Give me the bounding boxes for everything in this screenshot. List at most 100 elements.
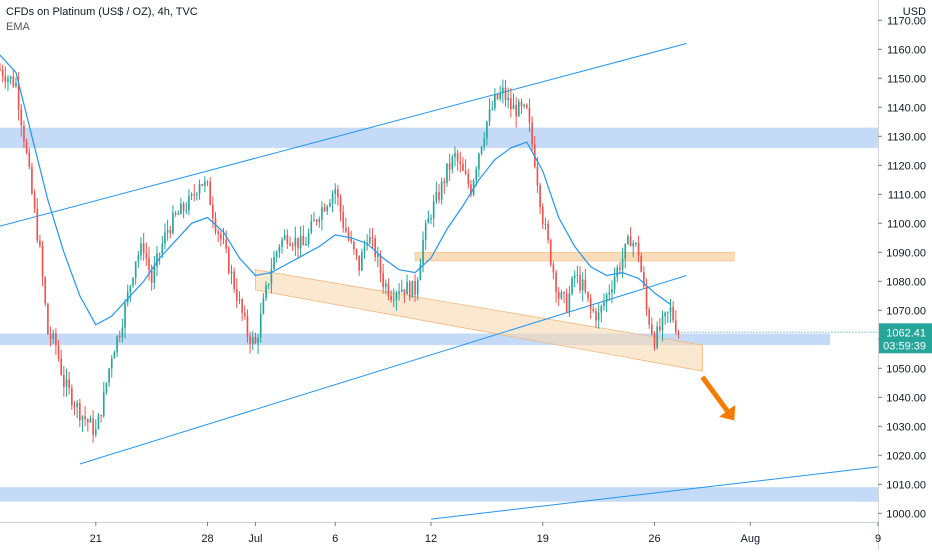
candle-body [664, 312, 666, 317]
candle-body [443, 181, 446, 184]
candle [584, 268, 587, 294]
candle [243, 305, 246, 320]
candle [36, 198, 39, 244]
candle-body [400, 289, 403, 292]
candle-body [374, 238, 376, 258]
candle-body [387, 283, 390, 297]
candle-body [297, 237, 299, 249]
candle [105, 382, 108, 395]
candle-body [39, 240, 41, 246]
candle-body [25, 141, 28, 153]
candle [560, 289, 563, 300]
candle-body [161, 243, 164, 254]
candle-body [33, 193, 36, 209]
support-zone[interactable] [0, 127, 878, 148]
candle-body [217, 231, 219, 234]
candle [568, 286, 571, 317]
candle-body [651, 324, 653, 334]
candle [299, 226, 302, 258]
candle-body [124, 303, 126, 328]
candle [345, 217, 347, 233]
trendlines[interactable] [0, 43, 879, 520]
candle [227, 245, 230, 275]
candle-body [140, 243, 142, 256]
candle-body [185, 210, 188, 212]
candle [563, 291, 565, 303]
candle-body [672, 307, 674, 321]
candle [329, 199, 331, 208]
candle-body [637, 243, 640, 256]
trendline[interactable] [430, 466, 879, 520]
candle [267, 283, 270, 290]
candle [592, 305, 595, 313]
sloped-channel[interactable] [255, 269, 703, 372]
candle [470, 180, 472, 198]
candle-body [326, 206, 329, 212]
candle-body [249, 336, 251, 344]
candle-body [102, 391, 105, 417]
candle [624, 243, 627, 269]
candle [549, 238, 552, 267]
candle [193, 183, 196, 202]
candle [342, 205, 345, 233]
candle [161, 236, 164, 258]
candle-body [478, 153, 480, 170]
candle-body [536, 166, 539, 186]
candle [7, 75, 9, 91]
candle [273, 250, 275, 271]
candle-body [47, 303, 49, 335]
candle-body [291, 245, 294, 247]
candle [116, 335, 118, 358]
forecast-arrow[interactable] [700, 375, 736, 421]
candle-body [403, 289, 406, 295]
candle [619, 261, 621, 275]
descending-channel-zone[interactable] [255, 269, 703, 372]
candle [451, 154, 454, 174]
candle-body [616, 267, 619, 278]
candle-body [100, 414, 102, 417]
candle-body [299, 235, 302, 249]
candle-body [174, 212, 177, 215]
candle-body [611, 289, 613, 293]
candle-body [592, 308, 595, 312]
forecast-arrow-head[interactable] [719, 404, 736, 421]
candle-body [430, 218, 432, 220]
trendline[interactable] [0, 43, 687, 227]
candle [47, 302, 49, 335]
candle-body [177, 214, 180, 216]
price-tick-label: 1160.00 [887, 44, 926, 56]
support-zone[interactable] [0, 333, 831, 346]
candle [478, 152, 480, 178]
candle [635, 241, 637, 247]
candle [204, 176, 206, 193]
candle [504, 80, 507, 107]
support-zone[interactable] [0, 487, 878, 502]
candle [180, 197, 182, 215]
candle-body [475, 169, 478, 181]
candle [677, 329, 680, 339]
candle-body [52, 333, 55, 339]
candle [230, 264, 233, 285]
candle-body [358, 255, 361, 271]
candle-body [307, 232, 310, 245]
candle [366, 234, 368, 251]
forecast-arrow-shaft[interactable] [700, 375, 730, 413]
candle-body [480, 146, 483, 154]
symbol-title: CFDs on Platinum (US$ / OZ), 4h, TVC [6, 6, 198, 18]
candle [398, 283, 400, 301]
candle [419, 258, 422, 281]
trendline[interactable] [79, 275, 687, 465]
candle-body [632, 243, 635, 247]
candle [435, 181, 438, 205]
candle [209, 177, 212, 206]
candle-body [281, 239, 283, 247]
candle-body [520, 101, 523, 107]
candle-body [669, 307, 672, 313]
resistance-zone[interactable] [414, 252, 735, 262]
candle-body [584, 279, 587, 292]
candle-body [347, 231, 350, 239]
candle-body [560, 292, 563, 299]
